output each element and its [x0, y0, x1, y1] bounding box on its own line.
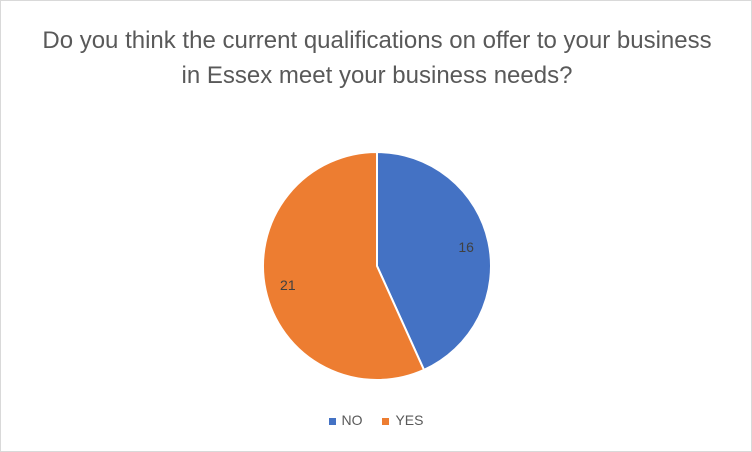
- legend-label-no: NO: [341, 412, 363, 428]
- pie-slice-no: [376, 150, 492, 372]
- legend-swatch-no: [328, 417, 336, 425]
- legend: NO YES: [1, 412, 751, 428]
- chart-title: Do you think the current qualifications …: [42, 27, 712, 89]
- legend-label-yes: YES: [395, 412, 424, 428]
- pie-slice-yes: [262, 150, 426, 381]
- legend-item-yes: YES: [382, 412, 423, 428]
- legend-swatch-yes: [382, 417, 390, 425]
- data-label-yes: 21: [280, 277, 296, 293]
- data-label-no: 16: [458, 239, 474, 255]
- legend-item-no: NO: [328, 412, 363, 428]
